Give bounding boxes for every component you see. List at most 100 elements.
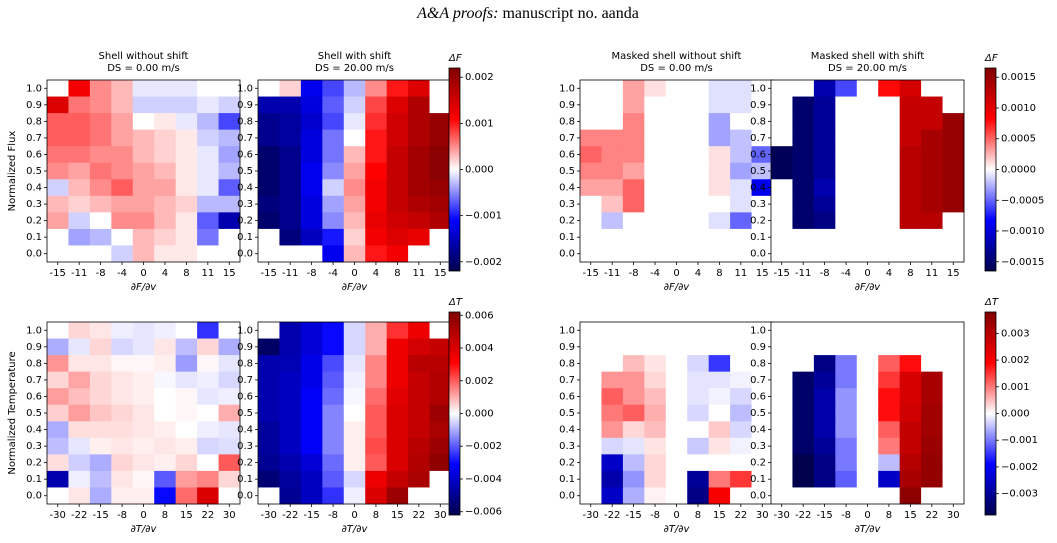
heatmap-cell — [343, 146, 366, 164]
heatmap-cell — [89, 179, 112, 197]
heatmap-cell — [197, 487, 219, 505]
x-tick-label: 15 — [904, 510, 917, 521]
heatmap-cell — [856, 470, 879, 488]
heatmap-cell — [813, 388, 836, 406]
heatmap-cell — [580, 355, 602, 373]
x-tick-label: -15 — [583, 268, 599, 279]
colorbar — [984, 311, 997, 516]
y-tick-label: 1.0 — [26, 325, 42, 336]
x-tick-label: 8 — [373, 510, 379, 521]
x-tick-label: -30 — [774, 510, 790, 521]
y-tick-label: 0.3 — [26, 199, 42, 210]
heatmap-cell — [730, 355, 752, 373]
x-tick-label: 0 — [351, 268, 357, 279]
x-tick-label: 0 — [864, 268, 870, 279]
y-tick-label: 0.1 — [237, 232, 253, 243]
y-tick-label: 0.0 — [559, 491, 575, 502]
x-tick-label: -8 — [328, 510, 338, 521]
heatmap-cell — [279, 113, 302, 131]
heatmap-cell — [386, 421, 409, 439]
heatmap-cell — [835, 129, 858, 147]
heatmap-cell — [343, 388, 366, 406]
heatmap-cell — [408, 487, 430, 505]
heatmap-cell — [751, 487, 774, 505]
heatmap-cell — [132, 80, 155, 97]
x-tick-label: 8 — [162, 510, 168, 521]
header-italic: A&A proofs: — [416, 5, 498, 22]
y-tick-label: 0.1 — [750, 232, 766, 243]
heatmap-cell — [89, 371, 112, 389]
heatmap-cell — [792, 80, 815, 97]
heatmap-cell — [197, 146, 219, 164]
heatmap-cell — [665, 245, 688, 263]
x-tick-label: -11 — [71, 268, 87, 279]
heatmap-cell — [408, 146, 430, 164]
heatmap-cell — [792, 338, 815, 356]
heatmap-cell — [47, 421, 69, 439]
heatmap-cell — [47, 228, 69, 246]
heatmap-cell — [132, 146, 155, 164]
heatmap-cell — [687, 355, 710, 373]
colorbar-tick-label: −0.0010 — [1001, 226, 1044, 237]
heatmap-cell — [730, 96, 752, 114]
heatmap-cell — [835, 179, 858, 197]
heatmap-cell — [921, 179, 943, 197]
heatmap-cell — [687, 179, 710, 197]
x-tick-label: -4 — [841, 268, 851, 279]
heatmap-cell — [687, 228, 710, 246]
heatmap-cell — [708, 454, 731, 472]
heatmap-cell — [365, 129, 388, 147]
heatmap-cell — [687, 96, 710, 114]
heatmap-cell — [665, 388, 688, 406]
y-tick-label: 0.2 — [559, 458, 575, 469]
heatmap-cell — [835, 80, 858, 97]
y-tick-label: 0.9 — [750, 342, 766, 353]
heatmap-cell — [258, 437, 280, 455]
y-tick-label: 1.0 — [26, 83, 42, 94]
x-axis-label: ∂F/∂v — [342, 282, 368, 293]
heatmap-cell — [813, 113, 836, 131]
chart-title: Masked shell with shift — [811, 51, 925, 62]
heatmap-cell — [813, 228, 836, 246]
heatmap-cell — [408, 113, 430, 131]
heatmap-cell — [154, 322, 177, 339]
heatmap-cell — [751, 388, 774, 406]
colorbar-tick-label: 0.003 — [1001, 328, 1030, 339]
heatmap-cell — [132, 322, 155, 339]
heatmap-cell — [89, 355, 112, 373]
heatmap-cell — [47, 162, 69, 180]
heatmap-cell — [429, 404, 452, 422]
heatmap-cell — [218, 195, 241, 213]
heatmap-cell — [580, 179, 602, 197]
heatmap-cell — [197, 404, 219, 422]
heatmap-cell — [197, 228, 219, 246]
heatmap-cell — [429, 245, 452, 263]
heatmap-cell — [386, 388, 409, 406]
heatmap-cell — [730, 421, 752, 439]
heatmap-cell — [322, 355, 345, 373]
heatmap-cell — [644, 146, 667, 164]
heatmap-cell — [687, 388, 710, 406]
heatmap-cell — [343, 404, 366, 422]
heatmap-cell — [751, 470, 774, 488]
heatmap-cell — [687, 470, 710, 488]
heatmap-cell — [429, 212, 452, 230]
heatmap-cell — [258, 421, 280, 439]
heatmap-cell — [622, 322, 645, 339]
heatmap-cell — [622, 195, 645, 213]
heatmap-cell — [751, 245, 774, 263]
x-tick-label: 15 — [713, 510, 726, 521]
heatmap-cell — [322, 487, 345, 505]
heatmap-cell — [47, 388, 69, 406]
heatmap-cell — [899, 80, 922, 97]
heatmap-cell — [175, 245, 198, 263]
heatmap-cell — [730, 179, 752, 197]
heatmap-cell — [856, 371, 879, 389]
heatmap-cell — [601, 212, 624, 230]
heatmap-cell — [813, 162, 836, 180]
heatmap-cell — [942, 179, 965, 197]
heatmap-cell — [751, 228, 774, 246]
heatmap-cell — [792, 212, 815, 230]
heatmap-cell — [751, 80, 774, 97]
heatmap-cell — [47, 113, 69, 131]
